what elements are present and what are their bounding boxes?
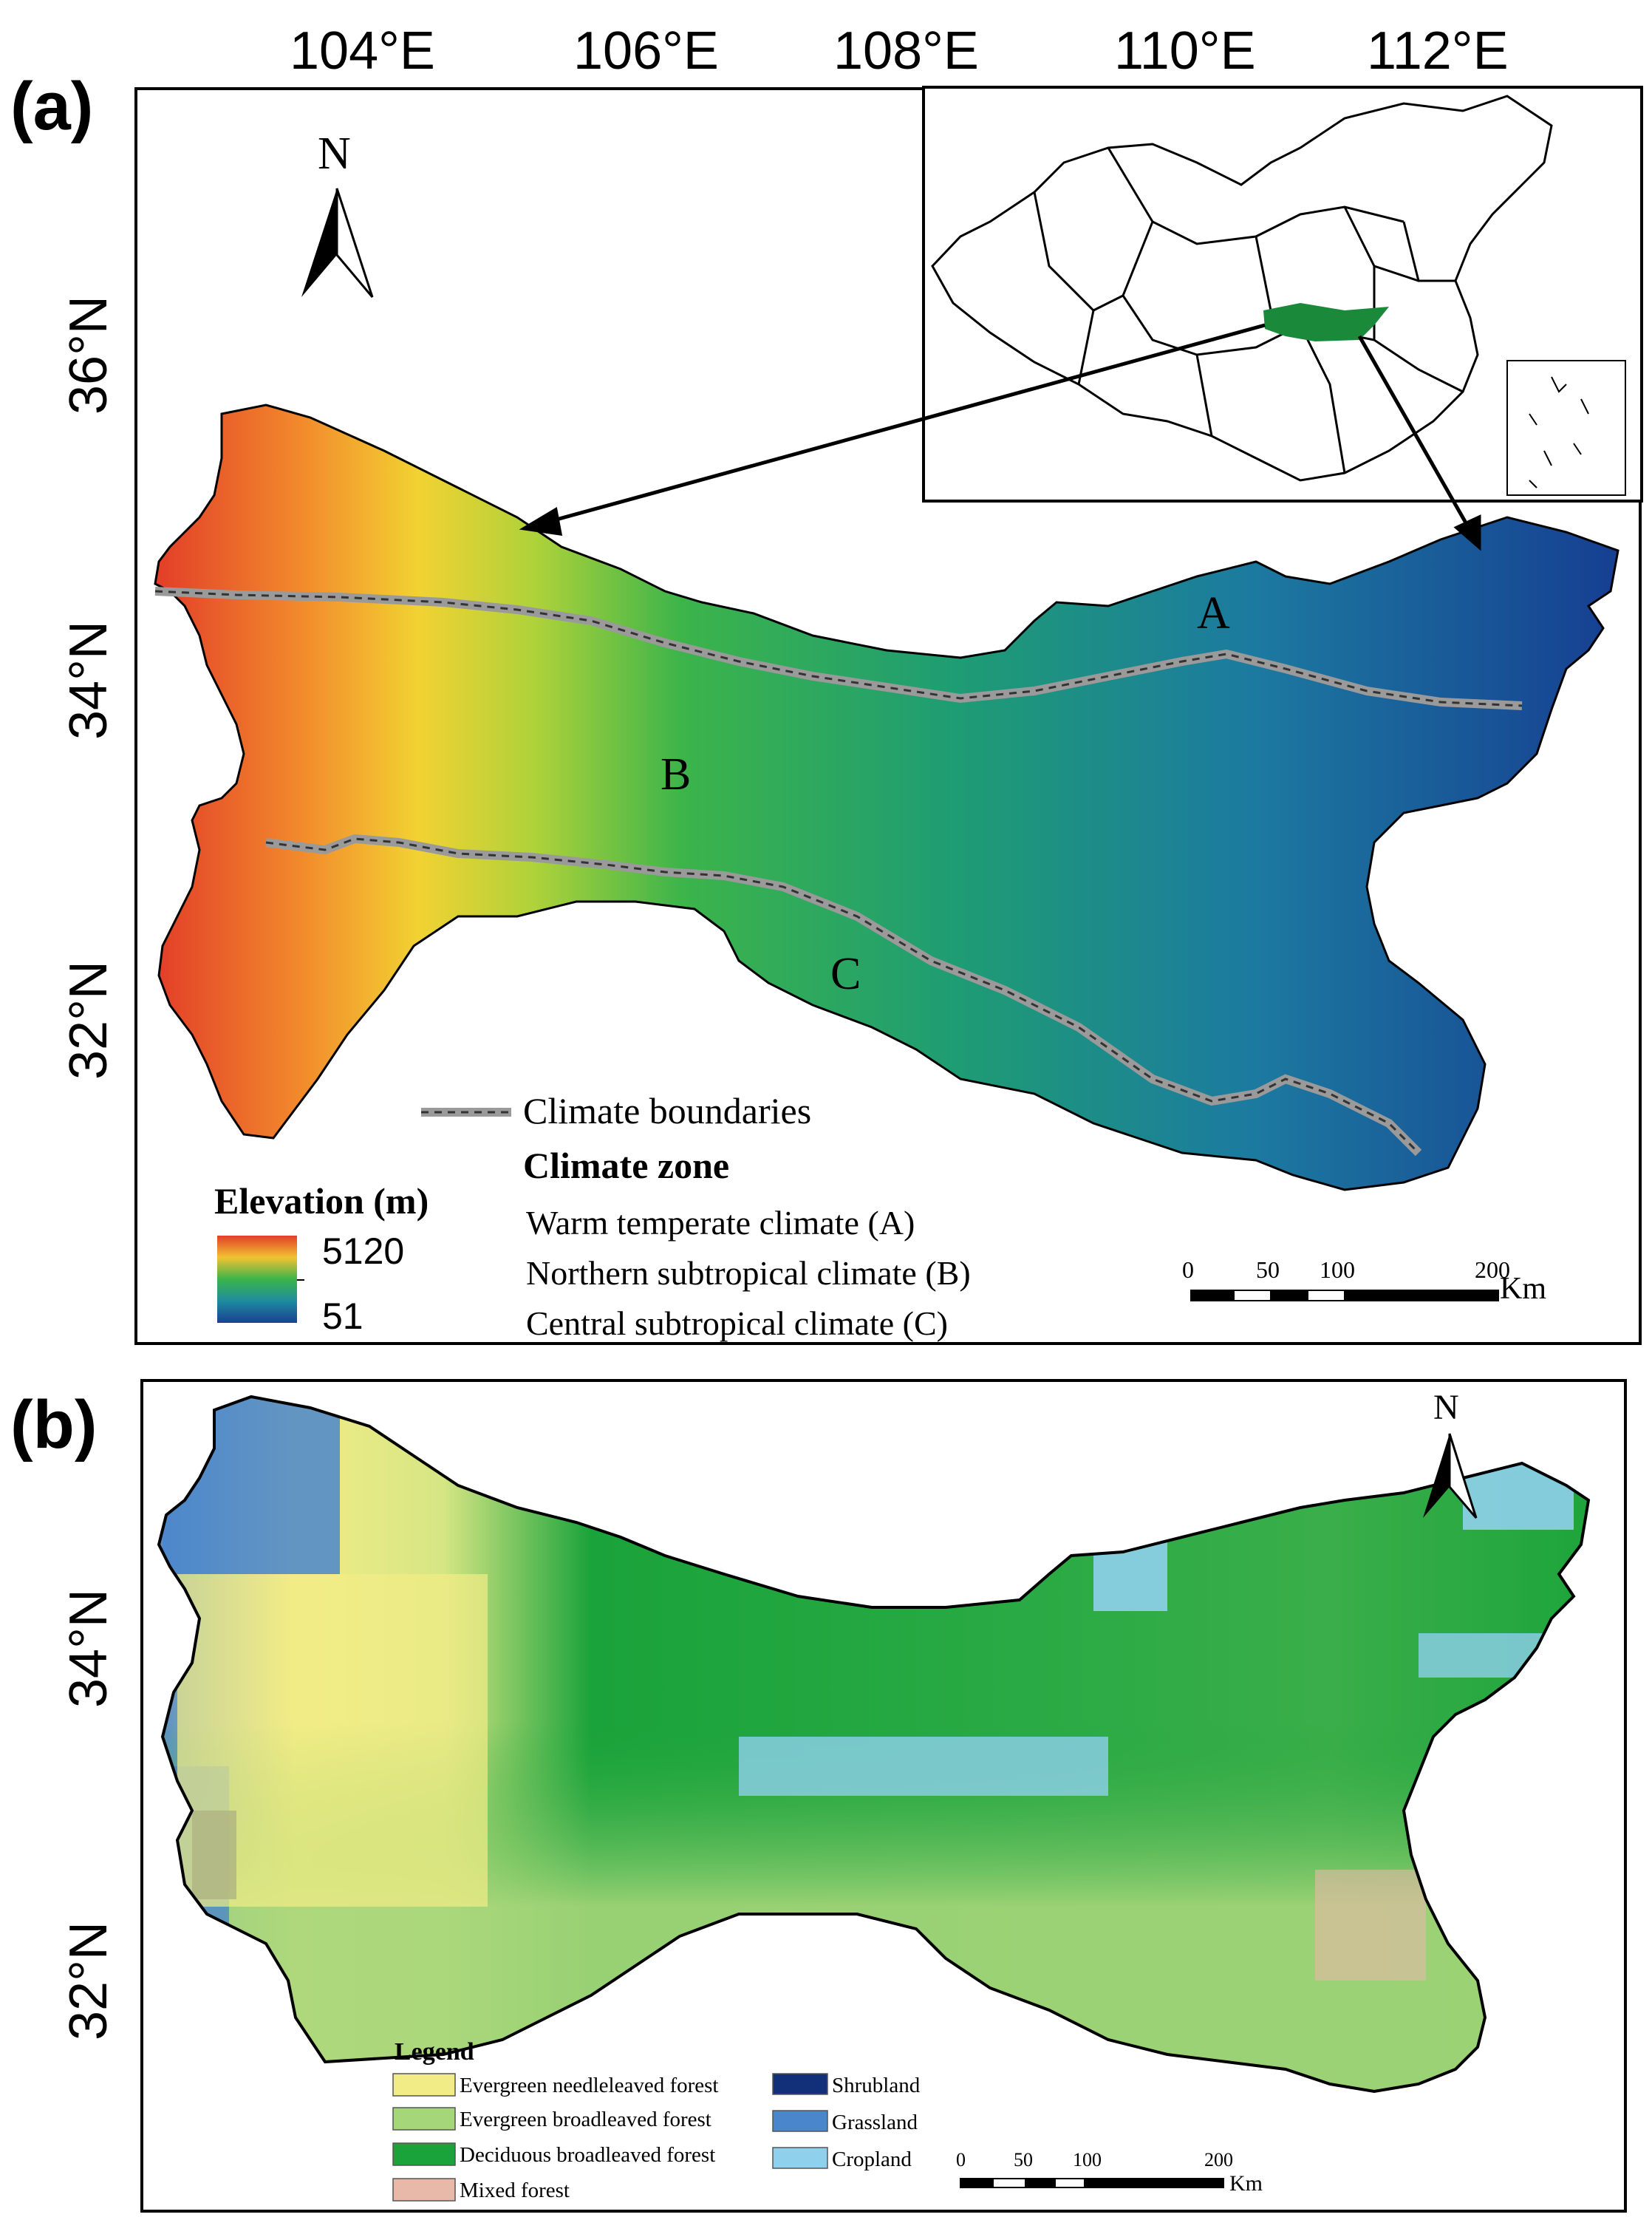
legend-item-evergreen-needleleaved: Evergreen needleleaved forest [460, 2074, 719, 2097]
elevation-legend-bar [217, 1236, 297, 1323]
panel-a-frame [134, 87, 1642, 1345]
climate-zone-title: Climate zone [523, 1145, 730, 1186]
pointer-arrows-icon [519, 323, 1481, 551]
scale-b-tick-200: 200 [1204, 2149, 1233, 2170]
scale-b-tick-100: 100 [1073, 2149, 1102, 2170]
zone-item-b: Northern subtropical climate (B) [526, 1254, 971, 1292]
panel-b-label: (b) [10, 1387, 98, 1463]
landcover-legend-swatches [392, 2073, 828, 2202]
scale-b-tick-50: 50 [1014, 2149, 1033, 2170]
legend-swatch-3 [392, 2178, 456, 2202]
zone-label-a: A [1197, 588, 1230, 639]
panel-b-map: N [157, 1388, 1591, 2202]
legend-item-evergreen-broadleaved: Evergreen broadleaved forest [460, 2108, 711, 2131]
scale-a-tick-0: 0 [1182, 1256, 1194, 1283]
elevation-legend-title: Elevation (m) [214, 1180, 429, 1222]
inset-study-area-icon [1263, 303, 1389, 341]
climate-boundary-bc-dash [265, 837, 1420, 1154]
scale-b-tick-0: 0 [956, 2149, 966, 2170]
landcover-legend-title: Legend [395, 2038, 474, 2066]
scale-b-unit: Km [1229, 2171, 1263, 2196]
elevation-min: 51 [322, 1295, 363, 1337]
panel-b-frame [140, 1379, 1627, 2213]
north-label-b: N [1433, 1388, 1459, 1427]
legend-item-grassland: Grassland [832, 2111, 918, 2134]
lon-tick-104: 104°E [290, 21, 435, 81]
legend-swatch-4 [772, 2073, 828, 2095]
zone-label-c: C [830, 949, 861, 999]
north-arrow-b-icon [1423, 1433, 1478, 1519]
legend-swatch-2 [392, 2142, 456, 2166]
zone-label-b: B [661, 749, 691, 800]
zone-item-c: Central subtropical climate (C) [526, 1304, 948, 1342]
elevation-max: 5120 [322, 1230, 405, 1272]
north-arrow-a-icon [301, 188, 374, 298]
inset-south-sea-frame [1506, 360, 1626, 496]
elevation-region [154, 404, 1619, 1191]
lon-tick-112: 112°E [1367, 21, 1509, 81]
scale-bar-b [960, 2178, 1224, 2188]
panel-a-map: A B C N [154, 86, 1643, 1323]
inset-south-sea-islands-icon [1529, 376, 1589, 488]
scale-a-tick-100: 100 [1320, 1256, 1355, 1283]
legend-item-cropland: Cropland [832, 2148, 912, 2171]
panel-a-label: (a) [10, 69, 94, 144]
legend-item-deciduous-broadleaved: Deciduous broadleaved forest [460, 2143, 716, 2167]
scale-a-unit: Km [1500, 1272, 1546, 1306]
legend-item-shrubland: Shrubland [832, 2074, 921, 2097]
legend-swatch-5 [772, 2110, 828, 2132]
legend-swatch-6 [772, 2147, 828, 2169]
scale-a-tick-50: 50 [1256, 1256, 1280, 1283]
legend-item-mixed-forest: Mixed forest [460, 2179, 570, 2202]
lon-tick-108: 108°E [833, 21, 979, 81]
scale-bar-a [1190, 1290, 1499, 1301]
lon-tick-106: 106°E [573, 21, 719, 81]
legend-swatch-0 [392, 2073, 456, 2097]
lon-tick-110: 110°E [1114, 21, 1256, 81]
boundary-legend-label: Climate boundaries [523, 1090, 812, 1131]
climate-boundary-ab-dash [154, 590, 1523, 707]
zone-item-a: Warm temperate climate (A) [526, 1204, 915, 1242]
scale-a-tick-200: 200 [1475, 1256, 1510, 1283]
north-label-a: N [318, 129, 351, 179]
legend-swatch-1 [392, 2107, 456, 2131]
